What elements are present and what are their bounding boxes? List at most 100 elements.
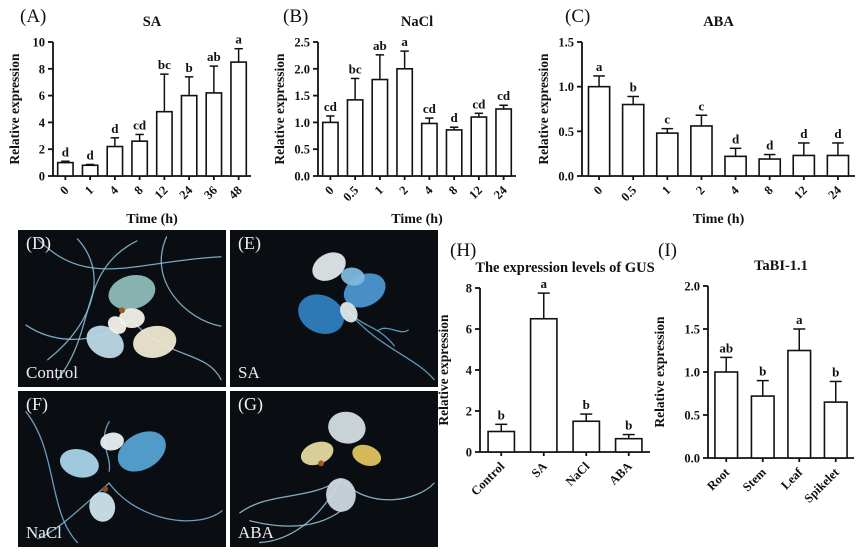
bar-chart-nacl: NaCl Relative expression 0.0 0.5 1.0 1.5 2.0 2.… xyxy=(272,14,516,227)
photo-nacl: (F) NaCl xyxy=(18,390,226,547)
svg-text:b: b xyxy=(630,79,637,94)
svg-text:1.5: 1.5 xyxy=(684,323,700,337)
svg-text:cd: cd xyxy=(324,99,338,114)
panel-letter-F: (F) xyxy=(26,393,48,414)
svg-text:Time (h): Time (h) xyxy=(391,212,443,227)
svg-text:d: d xyxy=(87,147,95,162)
svg-text:b: b xyxy=(625,418,632,433)
photo-sa: (E) SA xyxy=(230,230,438,387)
panel-C: (C) ABA Relative expression 0.0 0.5 1.0 1.5 a 0… xyxy=(536,2,866,234)
svg-text:Relative expression: Relative expression xyxy=(652,316,667,428)
svg-text:0.5: 0.5 xyxy=(618,183,639,204)
svg-text:d: d xyxy=(732,131,740,146)
svg-text:d: d xyxy=(766,138,774,153)
svg-text:d: d xyxy=(451,110,459,125)
gus-staining-photo-grid: (D) Control (E) SA (F) NaCl (G) ABA xyxy=(18,230,438,547)
svg-text:2.0: 2.0 xyxy=(684,280,700,294)
panel-B: (B) NaCl Relative expression 0.0 0.5 1.0 1.5 2… xyxy=(272,2,532,234)
svg-text:ABA: ABA xyxy=(606,459,635,488)
svg-text:0: 0 xyxy=(39,170,45,184)
svg-text:12: 12 xyxy=(152,183,171,202)
seedling-image-control xyxy=(18,230,226,386)
svg-text:d: d xyxy=(834,126,842,141)
photo-label-control: Control xyxy=(26,362,78,382)
svg-text:1: 1 xyxy=(372,183,386,197)
svg-text:NaCl: NaCl xyxy=(563,459,593,489)
svg-text:24: 24 xyxy=(177,183,196,202)
svg-text:2: 2 xyxy=(396,183,410,197)
panel-letter-I: (I) xyxy=(658,240,677,261)
svg-text:2: 2 xyxy=(693,183,707,197)
svg-text:0: 0 xyxy=(591,183,605,197)
svg-text:cd: cd xyxy=(497,88,511,103)
svg-text:0.5: 0.5 xyxy=(340,183,361,204)
svg-text:2.0: 2.0 xyxy=(294,62,310,76)
svg-text:0: 0 xyxy=(322,183,336,197)
photo-label-aba: ABA xyxy=(238,523,274,542)
svg-text:8: 8 xyxy=(131,183,145,197)
svg-text:a: a xyxy=(401,34,408,49)
photo-label-sa: SA xyxy=(238,362,260,382)
svg-text:10: 10 xyxy=(33,36,46,50)
svg-text:c: c xyxy=(699,98,705,113)
svg-text:1: 1 xyxy=(82,183,96,197)
svg-text:b: b xyxy=(583,397,590,412)
panel-letter-B: (B) xyxy=(283,6,309,27)
photo-aba: (G) ABA xyxy=(230,390,438,547)
svg-text:b: b xyxy=(759,364,766,379)
svg-text:cd: cd xyxy=(133,117,147,132)
svg-text:c: c xyxy=(664,112,670,127)
panel-letter-H: (H) xyxy=(450,240,477,261)
svg-text:ab: ab xyxy=(719,340,733,355)
svg-text:24: 24 xyxy=(491,183,510,202)
svg-text:1: 1 xyxy=(659,183,673,197)
svg-text:d: d xyxy=(800,126,808,141)
svg-text:Leaf: Leaf xyxy=(778,465,806,493)
svg-text:Relative expression: Relative expression xyxy=(536,53,551,165)
svg-text:Time (h): Time (h) xyxy=(126,212,178,227)
svg-text:1.0: 1.0 xyxy=(558,80,574,94)
svg-text:8: 8 xyxy=(446,183,460,197)
svg-text:4: 4 xyxy=(421,183,436,198)
panel-H: (H) The expression levels of GUS Relative… xyxy=(436,238,668,543)
bar-chart-aba: ABA Relative expression 0.0 0.5 1.0 1.5 a 0 b 0.5… xyxy=(536,14,855,227)
svg-text:Time (h): Time (h) xyxy=(693,212,745,227)
svg-text:d: d xyxy=(111,121,119,136)
svg-text:cd: cd xyxy=(472,96,486,111)
svg-text:Relative expression: Relative expression xyxy=(272,53,287,165)
svg-text:SA: SA xyxy=(143,14,162,30)
svg-text:NaCl: NaCl xyxy=(401,14,433,30)
svg-text:a: a xyxy=(796,312,803,327)
svg-text:The expression levels of GUS: The expression levels of GUS xyxy=(475,260,654,276)
panel-letter-D: (D) xyxy=(26,233,51,253)
svg-text:Root: Root xyxy=(704,465,733,494)
svg-text:Stem: Stem xyxy=(740,465,769,494)
svg-text:a: a xyxy=(235,32,242,47)
svg-text:ABA: ABA xyxy=(703,14,734,30)
svg-text:2.5: 2.5 xyxy=(294,36,310,50)
svg-text:36: 36 xyxy=(201,183,220,202)
svg-text:6: 6 xyxy=(466,323,472,337)
svg-text:2: 2 xyxy=(466,405,472,419)
svg-text:0.0: 0.0 xyxy=(684,452,700,466)
svg-text:1.0: 1.0 xyxy=(294,116,310,130)
svg-text:0.0: 0.0 xyxy=(558,170,574,184)
svg-text:b: b xyxy=(498,407,505,422)
svg-text:4: 4 xyxy=(39,116,46,130)
svg-text:8: 8 xyxy=(39,62,45,76)
svg-text:1.0: 1.0 xyxy=(684,366,700,380)
svg-text:bc: bc xyxy=(158,57,171,72)
svg-text:0.5: 0.5 xyxy=(684,409,700,423)
svg-text:4: 4 xyxy=(466,364,473,378)
svg-text:Relative expression: Relative expression xyxy=(7,53,22,165)
svg-text:8: 8 xyxy=(466,282,472,296)
svg-text:b: b xyxy=(832,364,839,379)
svg-text:a: a xyxy=(541,276,548,291)
bar-chart-tabi: TaBI-1.1 Relative expression 0.0 0.5 1.0 1.5 2… xyxy=(652,258,854,506)
svg-text:0.5: 0.5 xyxy=(294,143,310,157)
panel-A: (A) SA Relative expression 0 2 4 6 8 10 d 0 d 1 d 4 cd… xyxy=(7,2,269,234)
svg-text:12: 12 xyxy=(791,183,810,202)
svg-text:4: 4 xyxy=(107,183,122,198)
